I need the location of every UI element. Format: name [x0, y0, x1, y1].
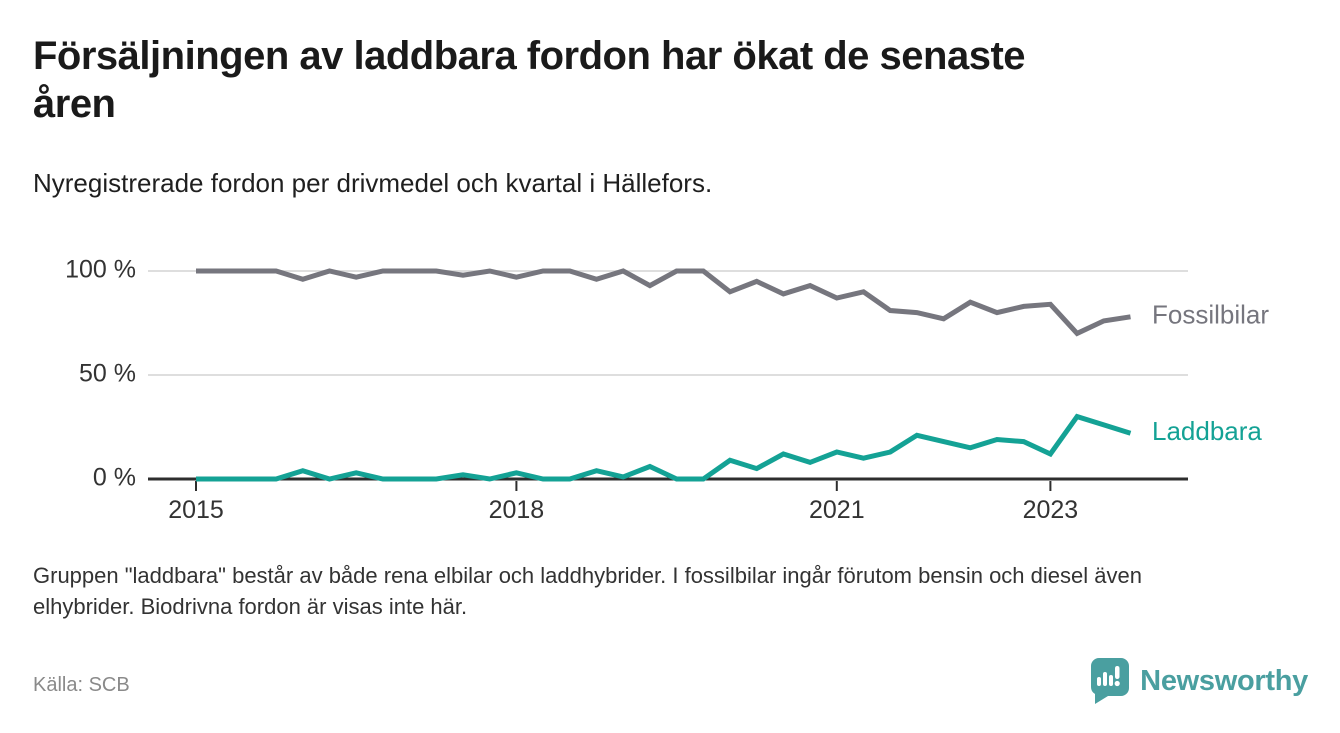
laddbara-line — [196, 413, 1132, 482]
bar-1 — [1097, 677, 1102, 686]
bar-2 — [1103, 672, 1108, 686]
map-pin-bar-chart-icon — [1091, 658, 1130, 704]
source-credit: Källa: SCB — [33, 674, 130, 696]
x-tick-label-2023: 2023 — [1023, 496, 1079, 524]
y-tick-label-0: 0 % — [93, 464, 136, 492]
x-tick-label-2021: 2021 — [809, 496, 865, 524]
laddbara-series-label: Laddbara — [1152, 416, 1262, 446]
y-tick-label-100: 100 % — [65, 256, 136, 284]
exclamation-dot — [1114, 680, 1120, 687]
footnote: Gruppen "laddbara" består av både rena e… — [33, 563, 1142, 620]
y-tick-label-50: 50 % — [79, 360, 136, 388]
page-subtitle: Nyregistrerade fordon per drivmedel och … — [33, 168, 713, 198]
newsworthy-brand: Newsworthy — [1088, 657, 1308, 705]
fossilbilar-series-label: Fossilbilar — [1152, 300, 1269, 330]
page-title: Försäljningen av laddbara fordon har öka… — [33, 34, 1026, 126]
x-tick-label-2015: 2015 — [168, 496, 224, 524]
bar-3 — [1109, 675, 1114, 686]
x-tick-label-2018: 2018 — [489, 496, 545, 524]
brand-wordmark: Newsworthy — [1140, 664, 1308, 697]
fossilbilar-line — [196, 268, 1131, 337]
exclamation-stem — [1115, 666, 1120, 679]
